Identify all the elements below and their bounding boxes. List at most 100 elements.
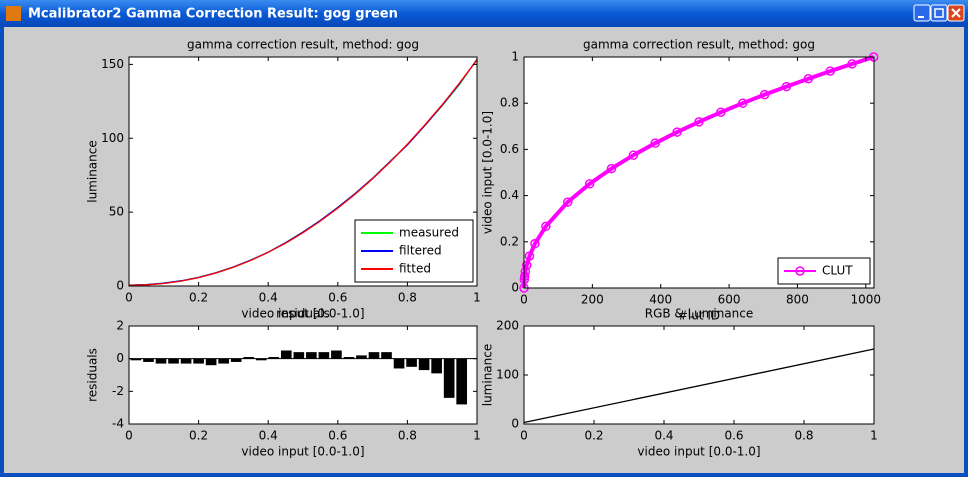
y-axis-label: residuals [86, 348, 100, 402]
y-tick-label: 1 [511, 50, 519, 64]
axes-frame [128, 325, 478, 425]
y-axis-label: video input [0.0-1.0] [481, 111, 495, 234]
line [523, 348, 875, 424]
marker [694, 117, 704, 127]
x-tick-label: 0.2 [189, 429, 208, 443]
x-tick-label: 1 [473, 291, 481, 305]
x-tick-label: 600 [718, 293, 741, 307]
bar [443, 358, 455, 398]
window-buttons [913, 4, 965, 22]
line [128, 59, 478, 286]
bar [393, 358, 405, 369]
y-tick-label: 100 [496, 368, 519, 382]
bar [293, 352, 305, 359]
marker [521, 260, 532, 270]
x-tick-label: 0.4 [259, 291, 278, 305]
minimize-button[interactable] [913, 4, 931, 22]
marker [650, 138, 660, 148]
bar [456, 358, 468, 405]
marker [541, 221, 551, 232]
y-tick-label: -4 [112, 417, 124, 431]
bar [268, 357, 280, 359]
x-tick-label: 200 [581, 293, 604, 307]
y-tick-label: 0.6 [500, 142, 519, 156]
y-tick-label: 50 [109, 205, 124, 219]
legend-label: CLUT [822, 264, 853, 278]
y-tick-label: 2 [116, 319, 124, 333]
bar [243, 357, 255, 359]
chart-title: gamma correction result, method: gog [187, 38, 419, 52]
bar [143, 358, 154, 362]
marker [520, 266, 531, 277]
y-tick-label: 0.8 [500, 96, 519, 110]
y-axis-label: luminance [481, 344, 495, 407]
marker [606, 163, 617, 174]
app-icon [6, 6, 21, 21]
bar [431, 358, 442, 374]
x-tick-label: 0 [125, 429, 133, 443]
marker [672, 127, 682, 137]
marker [716, 107, 726, 117]
bar [406, 358, 417, 367]
bar [193, 358, 204, 364]
x-tick-label: 0 [520, 293, 528, 307]
bar [343, 357, 355, 359]
title-bar [0, 0, 968, 27]
bar [130, 358, 142, 361]
marker [563, 197, 573, 207]
x-tick-label: 0.2 [584, 429, 603, 443]
axes-background [524, 57, 874, 288]
legend-label: fitted [399, 262, 431, 276]
axes-frame [523, 56, 875, 289]
marker [781, 81, 792, 92]
bar [356, 355, 367, 359]
x-tick-label: 0.8 [398, 291, 417, 305]
marker [519, 271, 530, 281]
x-axis-label: video input [0.0-1.0] [637, 445, 760, 459]
bar [318, 352, 330, 359]
x-tick-label: 0.4 [654, 429, 673, 443]
marker [530, 238, 540, 249]
x-tick-label: 0.4 [259, 429, 278, 443]
marker [825, 66, 835, 76]
x-tick-label: 0.8 [794, 429, 813, 443]
bar [255, 358, 267, 361]
x-axis-label: video input [0.0-1.0] [241, 307, 364, 321]
axes-background [129, 326, 477, 424]
x-axis-label: #lut ID [678, 309, 720, 323]
bar [331, 350, 342, 359]
window-title: Mcalibrator2 Gamma Correction Result: go… [28, 7, 398, 22]
bar [381, 352, 392, 359]
bar [280, 350, 292, 359]
x-tick-label: 800 [786, 293, 809, 307]
bar [218, 358, 229, 364]
y-tick-label: -2 [112, 384, 124, 398]
y-tick-label: 150 [101, 57, 124, 71]
bar [230, 358, 242, 362]
y-axis-label: luminance [86, 140, 100, 203]
chart-title: RGB & Luminance [645, 307, 754, 321]
x-tick-label: 0.6 [724, 429, 743, 443]
y-tick-label: 0 [116, 279, 124, 293]
bar [180, 358, 192, 364]
chart-title: gamma correction result, method: gog [583, 38, 815, 52]
x-tick-label: 0.6 [328, 429, 347, 443]
bar [306, 352, 317, 359]
legend-label: filtered [399, 244, 442, 258]
chart-title: residuals [276, 307, 330, 321]
legend-marker [795, 266, 805, 276]
maximize-button[interactable] [930, 4, 948, 22]
y-tick-label: 0 [116, 351, 124, 365]
y-tick-label: 0 [511, 417, 519, 431]
marker [847, 59, 857, 69]
y-tick-label: 0.4 [500, 188, 519, 202]
x-tick-label: 400 [649, 293, 672, 307]
x-tick-label: 1000 [851, 293, 882, 307]
y-tick-label: 0.2 [500, 234, 519, 248]
x-tick-label: 0.8 [398, 429, 417, 443]
axes-frame [128, 56, 478, 287]
marker [738, 98, 748, 108]
marker [759, 89, 770, 100]
